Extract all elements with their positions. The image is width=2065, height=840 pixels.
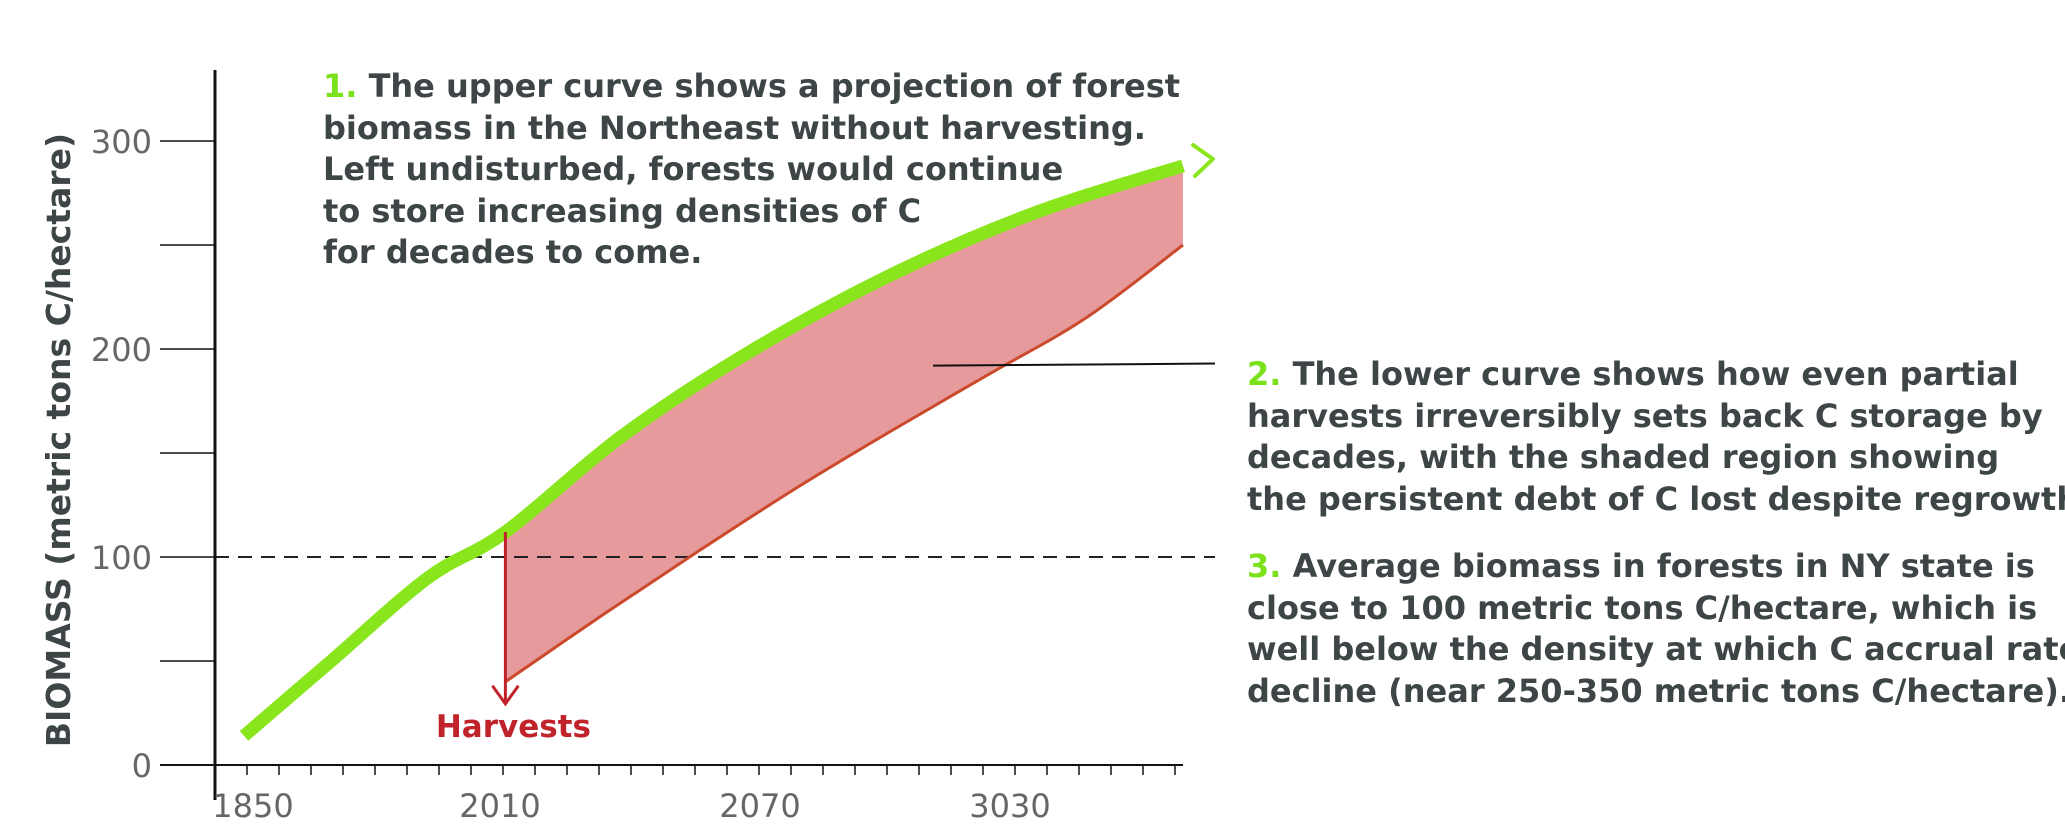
note-3-text: close to 100 metric tons C/hectare, whic…	[1247, 588, 2038, 627]
y-tick-label: 100	[91, 539, 152, 577]
note-3-line: 3. Average biomass in forests in NY stat…	[1247, 546, 2065, 588]
note-1-number: 1.	[323, 67, 358, 105]
note-2-leader-line	[932, 362, 1216, 367]
note-2-text: decades, with the shaded region showing	[1247, 438, 2000, 476]
note-1-line: Left undisturbed, forests would continue	[323, 149, 1180, 191]
note-3-text: decline (near 250-350 metric tons C/hect…	[1247, 671, 2065, 710]
x-tick-label: 2010	[459, 787, 540, 825]
note-3-line: well below the density at which C accrua…	[1247, 629, 2065, 671]
note-2-line: harvests irreversibly sets back C storag…	[1247, 396, 2065, 438]
note-3-line: decline (near 250-350 metric tons C/hect…	[1247, 671, 2065, 713]
note-3-text: Average biomass in forests in NY state i…	[1292, 547, 2035, 585]
note-2-number: 2.	[1247, 355, 1282, 393]
x-tick-label: 2070	[719, 787, 800, 825]
note-1-text: biomass in the Northeast without harvest…	[323, 108, 1146, 147]
note-3-text: well below the density at which C accrua…	[1247, 630, 2065, 668]
note-2-text: The lower curve shows how even partial	[1292, 355, 2019, 393]
y-tick-label: 0	[132, 747, 152, 785]
shaded-carbon-debt-region	[505, 165, 1183, 682]
note-1-line: for decades to come.	[323, 232, 1180, 274]
note-2-text: the persistent debt of C lost despite re…	[1247, 479, 2065, 518]
note-1-text: for decades to come.	[323, 233, 703, 271]
y-axis-title: BIOMASS (metric tons C/hectare)	[39, 133, 78, 747]
note-1-line: to store increasing densities of C	[323, 191, 1180, 233]
y-tick-label: 200	[91, 331, 152, 369]
note-3: 3. Average biomass in forests in NY stat…	[1247, 546, 2065, 712]
note-1: 1. The upper curve shows a projection of…	[323, 66, 1180, 274]
upper-curve-arrowhead	[1191, 142, 1215, 178]
x-tick-label: 1850	[212, 787, 293, 825]
series-line-upper	[239, 159, 1185, 741]
note-2-text: harvests irreversibly sets back C storag…	[1247, 396, 2043, 435]
x-tick-label: 3030	[969, 787, 1050, 825]
note-1-line: 1. The upper curve shows a projection of…	[323, 66, 1180, 108]
note-1-text: The upper curve shows a projection of fo…	[368, 67, 1181, 105]
note-2-line: decades, with the shaded region showing	[1247, 437, 2065, 479]
series-line-lower	[504, 243, 1184, 684]
harvests-label: Harvests	[436, 709, 591, 745]
note-1-line: biomass in the Northeast without harvest…	[323, 108, 1180, 150]
note-1-text: to store increasing densities of C	[323, 191, 922, 230]
note-3-number: 3.	[1247, 547, 1282, 585]
note-2-line: 2. The lower curve shows how even partia…	[1247, 354, 2065, 396]
note-2-line: the persistent debt of C lost despite re…	[1247, 479, 2065, 521]
note-3-line: close to 100 metric tons C/hectare, whic…	[1247, 588, 2065, 630]
note-1-text: Left undisturbed, forests would continue	[323, 150, 1064, 188]
note-2: 2. The lower curve shows how even partia…	[1247, 354, 2065, 520]
y-tick-label: 300	[91, 123, 152, 161]
harvest-arrow-head	[491, 684, 520, 707]
